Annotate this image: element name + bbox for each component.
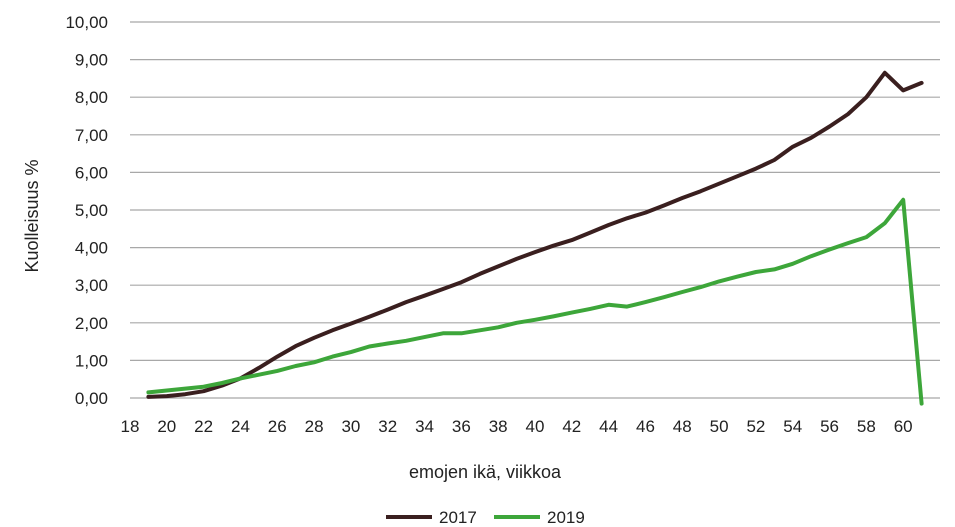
- x-tick-label: 22: [194, 417, 213, 436]
- y-tick-label: 5,00: [75, 201, 108, 220]
- x-tick-label: 34: [415, 417, 434, 436]
- x-tick-label: 28: [305, 417, 324, 436]
- y-tick-label: 0,00: [75, 389, 108, 408]
- x-tick-label: 56: [820, 417, 839, 436]
- x-tick-label: 48: [673, 417, 692, 436]
- series-line-2017: [146, 70, 924, 399]
- series-lines: [146, 70, 924, 406]
- y-tick-label: 6,00: [75, 163, 108, 182]
- y-tick-label: 1,00: [75, 351, 108, 370]
- x-tick-label: 32: [378, 417, 397, 436]
- x-tick-label: 50: [710, 417, 729, 436]
- y-tick-label: 4,00: [75, 239, 108, 258]
- x-tick-label: 54: [783, 417, 802, 436]
- x-tick-label: 18: [121, 417, 140, 436]
- x-tick-label: 20: [157, 417, 176, 436]
- x-axis-tick-labels: 18 20 22 24 26 28 30 32 34 36 38 40 42 44 46 48 50 52 54 56…: [121, 417, 913, 436]
- x-tick-label: 60: [894, 417, 913, 436]
- y-tick-label: 2,00: [75, 314, 108, 333]
- x-tick-label: 46: [636, 417, 655, 436]
- x-tick-label: 30: [341, 417, 360, 436]
- y-tick-label: 10,00: [65, 13, 108, 32]
- x-tick-label: 58: [857, 417, 876, 436]
- legend: 2017 2019: [386, 508, 585, 527]
- x-tick-label: 36: [452, 417, 471, 436]
- legend-label-2017: 2017: [439, 508, 477, 527]
- y-tick-label: 9,00: [75, 51, 108, 70]
- y-axis-title: Kuolleisuus %: [22, 159, 42, 272]
- y-tick-label: 3,00: [75, 276, 108, 295]
- x-tick-label: 38: [489, 417, 508, 436]
- x-tick-label: 24: [231, 417, 250, 436]
- x-tick-label: 42: [562, 417, 581, 436]
- x-tick-label: 26: [268, 417, 287, 436]
- x-axis-title: emojen ikä, viikkoa: [409, 462, 562, 482]
- legend-label-2019: 2019: [547, 508, 585, 527]
- x-tick-label: 52: [746, 417, 765, 436]
- series-line-2019: [146, 197, 924, 406]
- y-tick-label: 7,00: [75, 126, 108, 145]
- x-tick-label: 44: [599, 417, 618, 436]
- gridlines: [130, 21, 940, 399]
- y-axis-tick-labels: 0,00 1,00 2,00 3,00 4,00 5,00 6,00 7,00 8,00 9,00…: [65, 13, 108, 408]
- y-tick-label: 8,00: [75, 88, 108, 107]
- x-tick-label: 40: [526, 417, 545, 436]
